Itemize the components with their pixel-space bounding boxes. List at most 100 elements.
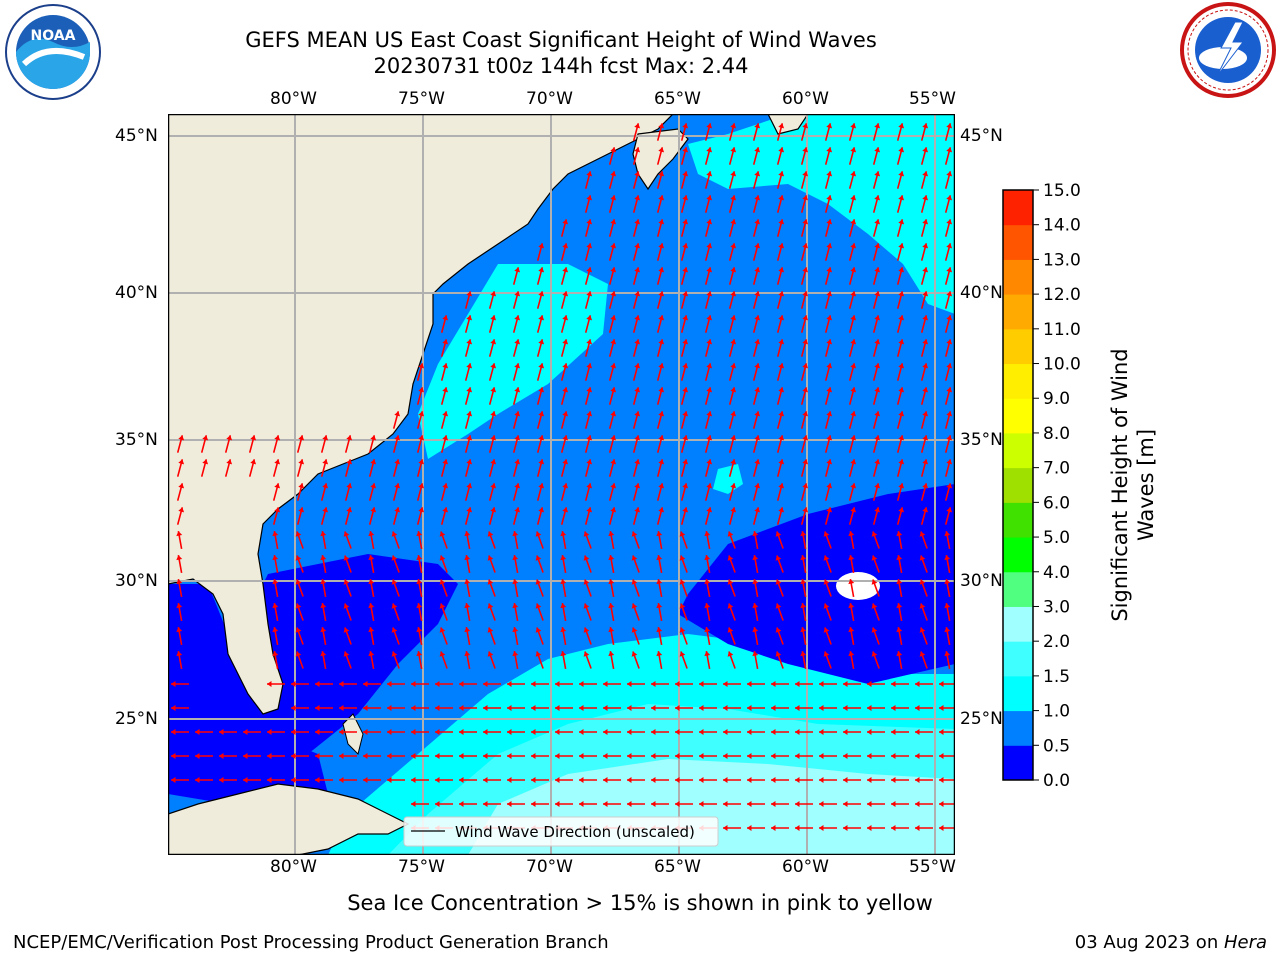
wave-arrow-head: [658, 267, 665, 273]
wave-arrow-head: [295, 579, 302, 585]
wave-arrow-head: [682, 411, 689, 417]
wave-arrow-head: [727, 555, 734, 561]
wave-arrow-head: [394, 507, 401, 513]
wave-arrow-head: [490, 411, 497, 417]
wave-arrow-head: [411, 753, 416, 759]
wave-arrow-head: [391, 627, 398, 633]
wave-arrow-head: [778, 315, 785, 321]
wave-arrow-head: [512, 651, 519, 657]
wave-arrow-head: [679, 603, 686, 609]
wave-arrow-head: [560, 579, 567, 585]
wave-arrow-head: [795, 729, 800, 735]
wave-arrow-head: [946, 363, 953, 369]
wave-arrow-head: [368, 531, 375, 537]
wave-arrow-head: [867, 729, 872, 735]
wave-arrow-head: [267, 681, 272, 687]
chart-subtitle: 20230731 t00z 144h fcst Max: 2.44: [373, 54, 749, 78]
wave-arrow-head: [826, 387, 833, 393]
wave-arrow-head: [368, 627, 375, 633]
wave-arrow-head: [627, 777, 632, 783]
wave-arrow-head: [586, 315, 593, 321]
wave-arrow-head: [775, 531, 782, 537]
wave-arrow-head: [802, 339, 809, 345]
wave-arrow-head: [394, 459, 401, 465]
wave-arrow-head: [243, 777, 248, 783]
top-lon-label: 55°W: [909, 89, 956, 109]
wave-arrow-head: [459, 681, 464, 687]
wave-arrow-head: [843, 825, 848, 831]
wave-arrow-head: [250, 459, 257, 465]
wave-arrow-head: [339, 729, 344, 735]
wave-arrow-head: [754, 507, 761, 513]
bottom-lon-label: 70°W: [526, 857, 573, 877]
wave-arrow-head: [439, 555, 446, 561]
wave-arrow-head: [586, 267, 593, 273]
wave-arrow-head: [922, 507, 929, 513]
wave-arrow-head: [579, 801, 584, 807]
wave-arrow-head: [874, 459, 881, 465]
wave-arrow-head: [586, 291, 593, 297]
wave-arrow-head: [915, 729, 920, 735]
wave-arrow-head: [368, 651, 375, 657]
wave-arrow-head: [562, 483, 569, 489]
wave-arrow-head: [538, 291, 545, 297]
wave-arrow-head: [730, 387, 737, 393]
wave-arrow-head: [730, 411, 737, 417]
bermuda-blank: [836, 572, 880, 600]
wave-arrow-head: [562, 339, 569, 345]
wave-arrow-head: [586, 195, 593, 201]
wave-arrow-head: [754, 435, 761, 441]
wave-arrow-head: [819, 753, 824, 759]
wave-arrow-head: [464, 555, 471, 561]
wave-arrow-head: [416, 603, 423, 609]
wave-arrow-head: [754, 363, 761, 369]
colorbar-cell: [1003, 502, 1033, 538]
wave-arrow-head: [442, 363, 449, 369]
wave-arrow-head: [874, 195, 881, 201]
wave-arrow-head: [562, 411, 569, 417]
wave-arrow-head: [514, 363, 521, 369]
wave-arrow-head: [826, 363, 833, 369]
wave-arrow-head: [891, 801, 896, 807]
wave-arrow-head: [727, 651, 734, 657]
wave-arrow-head: [272, 603, 279, 609]
wave-arrow-head: [682, 267, 689, 273]
wave-arrow-head: [343, 531, 350, 537]
wave-arrow-head: [850, 195, 857, 201]
wave-arrow-head: [538, 315, 545, 321]
wave-arrow-head: [538, 339, 545, 345]
wave-arrow-head: [922, 243, 929, 249]
colorbar-title-line2: Waves [m]: [1134, 428, 1158, 542]
wave-arrow-head: [682, 459, 689, 465]
wave-arrow-head: [802, 363, 809, 369]
wave-arrow-head: [679, 651, 686, 657]
wave-arrow-head: [178, 459, 185, 465]
wave-arrow-head: [487, 579, 494, 585]
wave-arrow-head: [483, 801, 488, 807]
wave-arrow-head: [627, 753, 632, 759]
wave-arrow-head: [466, 435, 473, 441]
wave-arrow-head: [538, 267, 545, 273]
wave-arrow-head: [490, 291, 497, 297]
wave-arrow-head: [583, 603, 590, 609]
wave-arrow-head: [795, 777, 800, 783]
wave-arrow-head: [562, 243, 569, 249]
wave-arrow-head: [778, 195, 785, 201]
wave-arrow-head: [295, 627, 302, 633]
wave-arrow-head: [754, 291, 761, 297]
wave-arrow-head: [706, 363, 713, 369]
wave-arrow-head: [298, 483, 305, 489]
wave-arrow-head: [939, 681, 944, 687]
wave-arrow-head: [946, 507, 953, 513]
wave-arrow-head: [898, 219, 905, 225]
wave-arrow-head: [752, 651, 759, 657]
wave-arrow-head: [802, 267, 809, 273]
wave-arrow-head: [775, 603, 782, 609]
wave-arrow-head: [562, 507, 569, 513]
wave-arrow-head: [727, 579, 734, 585]
wave-arrow-head: [871, 651, 878, 657]
colorbar-cell: [1003, 190, 1033, 226]
wave-arrow-head: [562, 459, 569, 465]
wave-arrow-head: [418, 435, 425, 441]
wave-arrow-head: [586, 243, 593, 249]
